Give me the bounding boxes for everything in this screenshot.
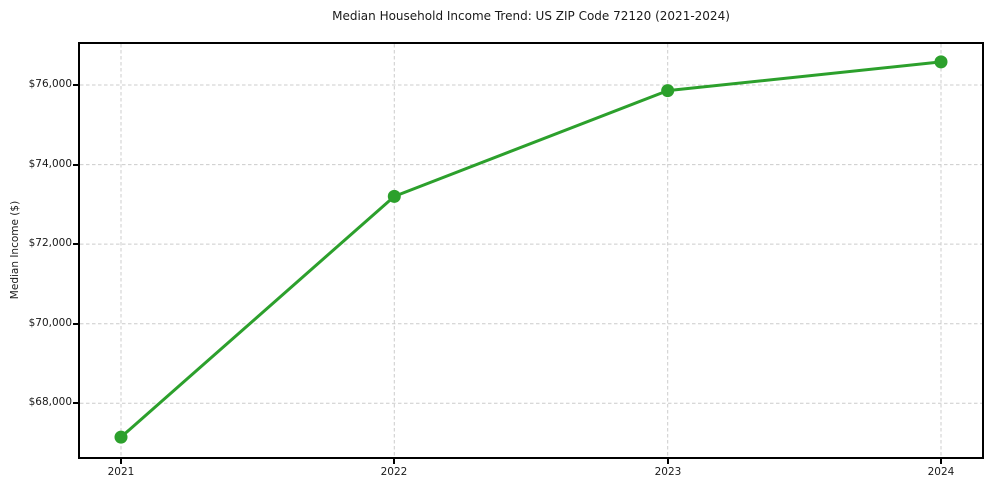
chart-canvas [80, 44, 982, 457]
y-tick-label: $76,000 [28, 78, 72, 90]
data-point-2024 [934, 55, 948, 69]
y-tick-label: $72,000 [28, 237, 72, 249]
x-tick-label: 2022 [380, 466, 408, 478]
y-tick-mark [73, 243, 78, 245]
y-tick-mark [73, 402, 78, 404]
data-point-2023 [661, 84, 675, 98]
y-tick-label: $70,000 [28, 317, 72, 329]
y-tick-mark [73, 164, 78, 166]
x-tick-mark [940, 459, 942, 464]
x-tick-label: 2023 [654, 466, 682, 478]
x-tick-label: 2021 [107, 466, 135, 478]
plot-area [78, 42, 984, 459]
y-tick-label: $68,000 [28, 396, 72, 408]
x-tick-mark [393, 459, 395, 464]
x-tick-mark [667, 459, 669, 464]
data-point-2021 [114, 430, 128, 444]
trend-line [119, 60, 943, 439]
y-tick-mark [73, 323, 78, 325]
y-tick-label: $74,000 [28, 158, 72, 170]
y-tick-mark [73, 84, 78, 86]
data-point-2022 [387, 189, 401, 203]
x-tick-mark [120, 459, 122, 464]
x-tick-label: 2024 [927, 466, 955, 478]
chart-title: Median Household Income Trend: US ZIP Co… [332, 9, 730, 23]
